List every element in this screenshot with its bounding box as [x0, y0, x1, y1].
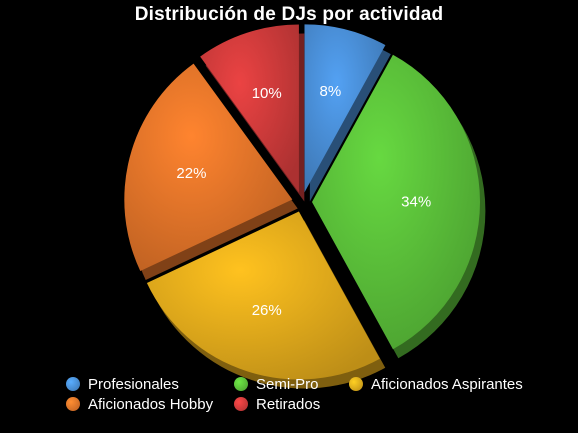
chart-title: Distribución de DJs por actividad: [134, 4, 444, 25]
legend-item-profesionales: Profesionales: [66, 376, 179, 394]
pie-label-retirados: 10%: [252, 85, 282, 102]
legend-swatch: [234, 377, 248, 391]
legend-item-retirados: Retirados: [234, 396, 320, 414]
legend-label: Profesionales: [88, 376, 179, 393]
pie-slice-profesionales: [304, 24, 386, 193]
pie-slice-aficionados-aspirantes: [146, 211, 380, 380]
legend-label: Semi-Pro: [256, 376, 319, 393]
pie-label-profesionales: 8%: [320, 83, 342, 100]
legend-swatch: [349, 377, 363, 391]
pie-labels: 8% 34% 26% 22% 10%: [176, 83, 431, 319]
pie-label-semi-pro: 34%: [401, 194, 431, 211]
legend-item-semi-pro: Semi-Pro: [234, 376, 319, 394]
legend-swatch: [234, 397, 248, 411]
pie-slices: [124, 24, 486, 389]
pie-slice-aficionados-hobby: [124, 63, 293, 272]
legend-label: Retirados: [256, 396, 321, 413]
legend-item-aficionados-aspirantes: Aficionados Aspirantes: [349, 376, 523, 394]
legend-label: Aficionados Aspirantes: [371, 376, 523, 393]
pie-label-aficionados-aspirantes: 26%: [252, 302, 282, 319]
pie-slice-retirados: [200, 24, 299, 193]
legend-swatch: [66, 377, 80, 391]
legend-swatch: [66, 397, 80, 411]
pie-label-aficionados-hobby: 22%: [176, 165, 206, 182]
legend-label: Aficionados Hobby: [88, 396, 214, 413]
pie-slice-semi-pro: [312, 54, 480, 350]
legend-item-aficionados-hobby: Aficionados Hobby: [66, 396, 213, 414]
